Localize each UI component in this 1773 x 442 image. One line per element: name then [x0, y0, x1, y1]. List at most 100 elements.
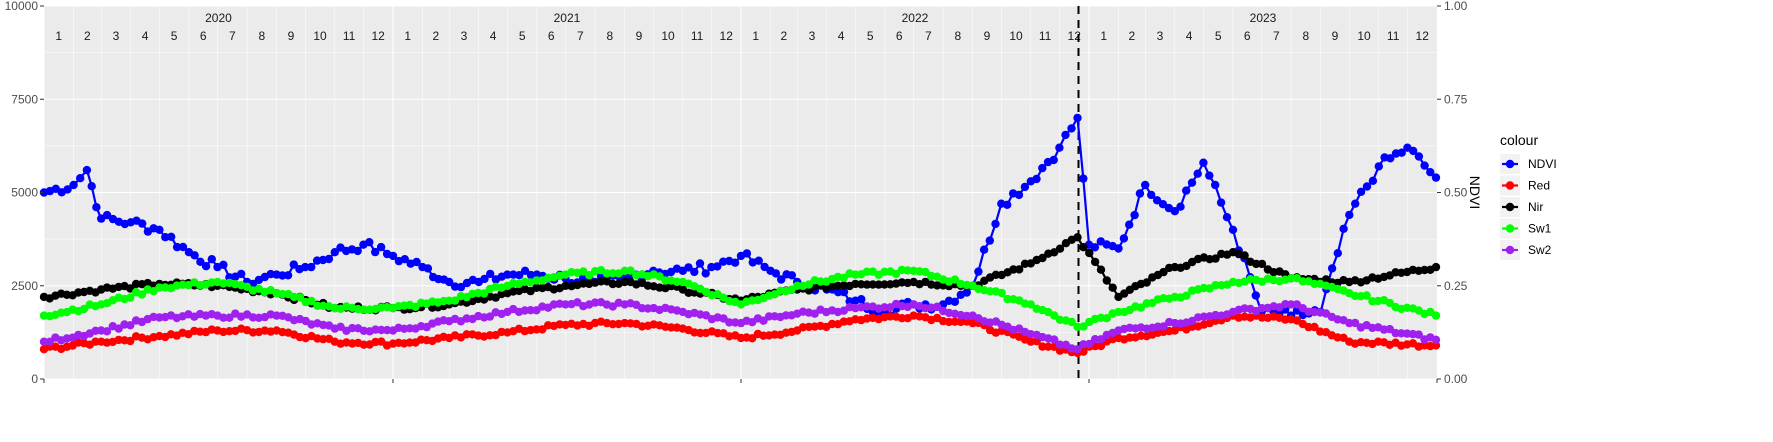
- data-point: [137, 290, 147, 299]
- data-point: [1079, 322, 1088, 331]
- data-point: [833, 281, 843, 290]
- month-label: 11: [1387, 29, 1400, 43]
- data-point: [771, 269, 781, 278]
- data-point: [561, 281, 570, 290]
- data-point: [754, 256, 763, 265]
- data-point: [201, 262, 211, 271]
- data-point: [225, 313, 234, 322]
- y-axis-left: 0 2500 5000 7500 10000: [5, 0, 44, 386]
- data-point: [1414, 330, 1423, 339]
- data-point: [1385, 298, 1395, 308]
- data-point: [1286, 300, 1296, 309]
- year-label: 2022: [902, 11, 929, 25]
- data-point: [1327, 264, 1337, 273]
- data-point: [933, 302, 942, 311]
- legend-key-dot: [1505, 224, 1515, 233]
- data-point: [1003, 200, 1012, 209]
- data-point: [1205, 171, 1214, 180]
- data-point: [1015, 265, 1024, 274]
- data-point: [608, 320, 617, 329]
- data-point: [79, 304, 89, 314]
- data-point: [376, 242, 386, 252]
- data-point: [1038, 342, 1047, 351]
- data-point: [1049, 155, 1058, 165]
- data-point: [1159, 322, 1168, 331]
- data-point: [126, 293, 135, 302]
- data-point: [1345, 210, 1354, 220]
- data-point: [1090, 335, 1100, 344]
- y-left-tick-label: 7500: [11, 92, 38, 106]
- data-point: [1182, 186, 1191, 195]
- month-label: 6: [200, 29, 207, 43]
- data-point: [450, 296, 460, 305]
- month-label: 7: [1273, 29, 1280, 43]
- data-point: [1073, 322, 1082, 331]
- series-sw1: [39, 265, 1441, 331]
- data-point: [532, 325, 541, 334]
- data-point: [1130, 210, 1139, 220]
- month-label: 3: [113, 29, 120, 43]
- month-label: 10: [1009, 29, 1023, 43]
- data-point: [1061, 130, 1070, 140]
- data-point: [862, 267, 872, 276]
- data-point: [462, 330, 471, 339]
- y-left-tick-label: 10000: [5, 0, 39, 13]
- data-point: [1350, 318, 1360, 328]
- data-point: [1096, 265, 1106, 274]
- month-label: 11: [691, 29, 704, 43]
- data-point: [1257, 304, 1267, 313]
- data-point: [608, 279, 617, 289]
- month-label: 4: [490, 29, 497, 43]
- data-point: [63, 185, 72, 194]
- year-label: 2023: [1250, 11, 1277, 25]
- data-point: [921, 267, 930, 277]
- data-point: [359, 305, 369, 314]
- data-point: [1257, 259, 1267, 269]
- legend-key-dot: [1505, 159, 1515, 169]
- data-point: [87, 182, 96, 191]
- data-point: [979, 245, 989, 254]
- data-point: [816, 277, 825, 286]
- data-point: [172, 242, 182, 252]
- data-point: [696, 328, 705, 338]
- data-point: [371, 247, 380, 257]
- data-point: [532, 276, 541, 285]
- data-point: [1050, 311, 1059, 320]
- data-point: [1368, 176, 1378, 185]
- legend-key-dot: [1505, 245, 1515, 255]
- data-point: [1014, 190, 1024, 200]
- data-point: [388, 251, 398, 261]
- data-point: [445, 277, 454, 287]
- data-point: [1431, 311, 1441, 320]
- legend-label: Sw2: [1528, 243, 1552, 257]
- data-point: [1135, 189, 1145, 198]
- data-point: [1125, 220, 1134, 229]
- data-point: [365, 238, 374, 247]
- data-point: [1187, 178, 1197, 187]
- data-point: [713, 262, 722, 271]
- data-point: [862, 302, 872, 311]
- month-label: 6: [1244, 29, 1251, 43]
- data-point: [1073, 113, 1082, 123]
- series-layer: [39, 113, 1441, 358]
- right-axis-title: NDVI: [1467, 176, 1483, 209]
- month-label: 2: [1129, 29, 1136, 43]
- data-point: [225, 327, 234, 336]
- data-point: [1431, 173, 1441, 182]
- data-point: [1003, 294, 1012, 304]
- data-point: [219, 260, 228, 269]
- data-point: [956, 317, 965, 327]
- data-point: [377, 325, 386, 335]
- data-point: [730, 258, 740, 267]
- data-point: [1211, 281, 1220, 290]
- month-label: 4: [838, 29, 845, 43]
- month-label: 7: [229, 29, 236, 43]
- data-point: [1038, 163, 1047, 173]
- legend-key-dot: [1505, 181, 1515, 190]
- month-label: 5: [171, 29, 178, 43]
- data-point: [1193, 169, 1202, 178]
- month-label: 6: [896, 29, 903, 43]
- data-point: [839, 273, 848, 282]
- month-label: 9: [1332, 29, 1339, 43]
